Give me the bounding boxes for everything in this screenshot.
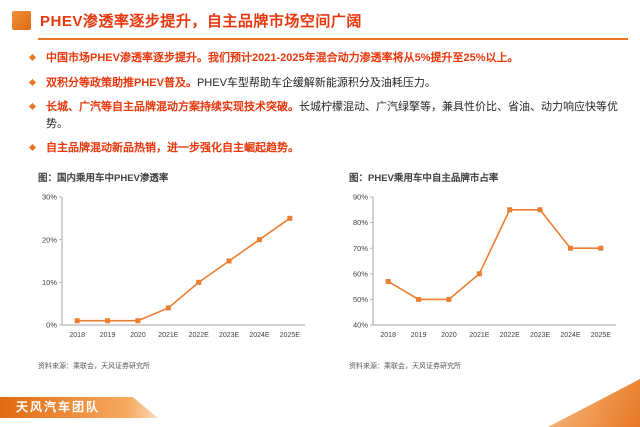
svg-text:0%: 0% (46, 321, 57, 330)
chart-title: 图：国内乘用车中PHEV渗透率 (38, 173, 169, 184)
chart-title: 图：PHEV乘用车中自主品牌市占率 (349, 173, 499, 184)
line-chart-domestic-brand-share: 40% 50% 60% 70% 80% 90% 2018 2019 2020 2021E 2022E… (353, 193, 616, 339)
svg-text:2019: 2019 (100, 332, 116, 339)
svg-text:2022E: 2022E (500, 332, 521, 339)
svg-text:70%: 70% (353, 244, 368, 253)
diamond-bullet-icon (28, 53, 37, 62)
svg-text:10%: 10% (42, 278, 57, 287)
svg-text:2018: 2018 (380, 332, 396, 339)
page-title: PHEV渗透率逐步提升，自主品牌市场空间广阔 (40, 13, 362, 30)
diamond-bullet-icon (28, 78, 37, 86)
bullet-lead: 中国市场PHEV渗透率逐步提升。 (46, 52, 208, 64)
svg-text:2022E: 2022E (189, 332, 210, 339)
svg-text:2019: 2019 (411, 332, 427, 339)
svg-text:2021E: 2021E (469, 332, 490, 339)
bullet-text: PHEV车型帮助车企缓解新能源积分及油耗压力。 (196, 76, 436, 89)
svg-text:40%: 40% (353, 321, 368, 330)
chart-phev-penetration: 图：国内乘用车中PHEV渗透率 0% 10% 20% 30% 2018 2019 2020 2… (30, 170, 315, 371)
diamond-bullet-icon (28, 102, 37, 111)
svg-text:2024E: 2024E (560, 332, 581, 339)
svg-text:2020: 2020 (441, 332, 457, 339)
bullet-lead: 双积分等政策助推PHEV普及。 (46, 76, 197, 89)
chart-source: 资料来源：乘联会，天风证券研究所 (38, 363, 150, 370)
svg-text:50%: 50% (353, 295, 368, 304)
svg-text:2025E: 2025E (591, 332, 612, 339)
line-chart-phev-penetration: 0% 10% 20% 30% 2018 2019 2020 2021E 2022E 2023E 20… (42, 193, 305, 339)
svg-text:2025E: 2025E (280, 332, 301, 339)
team-ribbon: 天风汽车团队 (0, 397, 158, 418)
svg-text:2024E: 2024E (249, 332, 270, 339)
charts-row: 图：国内乘用车中PHEV渗透率 0% 10% 20% 30% 2018 2019 2020 2… (30, 170, 620, 371)
svg-text:2020: 2020 (130, 332, 146, 339)
title-divider (38, 38, 628, 40)
chart-domestic-brand-share: 图：PHEV乘用车中自主品牌市占率 40% 50% 60% 70% 80% 90% 2018… (341, 170, 626, 371)
svg-text:30%: 30% (42, 193, 57, 202)
svg-text:2023E: 2023E (530, 332, 551, 339)
bullet-item: 自主品牌混动新品热销，进一步强化自主崛起趋势。 (26, 140, 624, 157)
bullet-item: 双积分等政策助推PHEV普及。PHEV车型帮助车企缓解新能源积分及油耗压力。 (26, 75, 624, 92)
bullet-item: 长城、广汽等自主品牌混动方案持续实现技术突破。长城柠檬混动、广汽绿擎等，兼具性价… (26, 99, 624, 132)
svg-text:2023E: 2023E (219, 332, 240, 339)
bullet-text: 长城柠檬混动、广汽绿擎等，兼具性价比、省油、动力响应快等优势。 (46, 101, 618, 130)
bullet-item: 中国市场PHEV渗透率逐步提升。我们预计2021-2025年混合动力渗透率将从5… (26, 50, 624, 67)
team-name: 天风汽车团队 (16, 400, 101, 414)
corner-decoration (548, 379, 640, 427)
bullet-list: 中国市场PHEV渗透率逐步提升。我们预计2021-2025年混合动力渗透率将从5… (26, 50, 624, 165)
svg-text:60%: 60% (353, 269, 368, 278)
bullet-lead: 长城、广汽等自主品牌混动方案持续实现技术突破。 (46, 101, 299, 113)
svg-text:2018: 2018 (69, 332, 85, 339)
bullet-text: 我们预计2021-2025年混合动力渗透率将从5%提升至25%以上。 (207, 52, 519, 64)
diamond-bullet-icon (28, 143, 37, 152)
brand-logo (12, 11, 31, 30)
chart-source: 资料来源：乘联会，天风证券研究所 (349, 363, 461, 370)
svg-text:2021E: 2021E (158, 332, 179, 339)
svg-text:20%: 20% (42, 235, 57, 244)
bullet-lead: 自主品牌混动新品热销，进一步强化自主崛起趋势。 (46, 142, 299, 154)
svg-text:80%: 80% (353, 218, 368, 227)
svg-text:90%: 90% (353, 193, 368, 202)
